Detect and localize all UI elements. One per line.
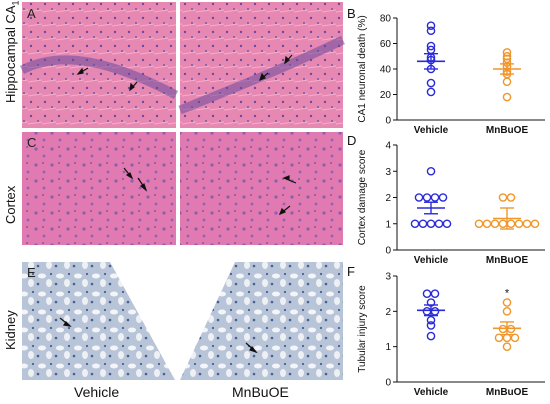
y-tick-label: 1 [385, 219, 391, 230]
micrograph-kidney-mnbuoe [180, 262, 343, 380]
micrograph-hippocampus-vehicle [19, 2, 179, 128]
column-label-mnbuoe: MnBuOE [232, 384, 289, 400]
data-point [530, 219, 540, 229]
data-point [422, 289, 432, 298]
x-category-label: Vehicle [414, 255, 449, 266]
data-point [426, 331, 436, 341]
chart-panel-f: F 0 1 2 3 Tubular injury score Vehicle MnBuOE * [347, 264, 545, 398]
y-tick-label: 40 [380, 65, 392, 76]
y-tick-label: 0 [385, 116, 391, 127]
data-point [522, 219, 532, 229]
column-label-vehicle: Vehicle [74, 384, 120, 400]
y-tick-label: 80 [380, 14, 392, 25]
micrograph-hippocampus-mnbuoe [178, 2, 345, 128]
data-point [502, 298, 512, 307]
micrograph-grid [19, 2, 345, 380]
y-tick-label: 2 [385, 307, 391, 318]
data-point [498, 219, 508, 229]
y-tick-label: 60 [380, 39, 392, 50]
y-tick-label: 0 [385, 246, 391, 257]
y-tick-label: 3 [385, 272, 391, 283]
data-point [422, 193, 432, 202]
data-point [438, 193, 448, 202]
significance-marker: * [505, 288, 510, 300]
data-point [502, 342, 512, 351]
data-point [510, 333, 520, 343]
y-axis-label: Cortex damage score [357, 149, 368, 245]
y-axis-label: Tubular injury score [357, 285, 368, 373]
panel-letter-a: A [27, 6, 36, 21]
data-point [494, 333, 504, 343]
data-point [506, 193, 516, 202]
data-point [498, 193, 508, 202]
data-point [502, 77, 512, 87]
y-axis-label: CA1 neuronal death (%) [357, 15, 368, 122]
data-point [426, 21, 436, 30]
data-point [514, 219, 524, 229]
data-point [502, 51, 512, 61]
micrograph-kidney-vehicle [22, 262, 175, 380]
data-point [490, 219, 500, 229]
y-tick-label: 1 [385, 342, 391, 353]
annotation-arrows [59, 54, 297, 354]
data-point [426, 219, 436, 229]
y-tick-label: 4 [385, 141, 391, 152]
data-point [502, 307, 512, 316]
data-point [422, 307, 432, 316]
chart-panel-d: D 0 1 2 3 4 Cortex damage score Vehicle MnBuOE [347, 133, 545, 266]
data-point [426, 166, 436, 176]
y-tick-label: 3 [385, 167, 391, 178]
data-point [426, 41, 436, 51]
data-point [434, 219, 444, 229]
x-category-label: MnBuOE [486, 255, 529, 266]
data-point [442, 219, 452, 229]
data-point [426, 78, 436, 88]
x-category-label: MnBuOE [486, 387, 529, 398]
data-point [506, 219, 516, 229]
data-point [426, 26, 436, 36]
chart-panel-b: B 0 20 40 60 80 CA1 neuronal death (%) Vehicle M… [347, 6, 545, 136]
data-point [426, 315, 436, 325]
data-point [502, 92, 512, 102]
micrograph-cortex-mnbuoe [180, 132, 343, 245]
data-point [430, 193, 440, 202]
panel-letter-c: C [27, 135, 37, 150]
data-point [418, 219, 428, 229]
x-category-label: MnBuOE [486, 125, 529, 136]
x-category-label: Vehicle [414, 125, 449, 136]
data-point [502, 48, 512, 57]
x-category-label: Vehicle [414, 387, 449, 398]
chart-panel-letter: B [347, 6, 356, 21]
y-tick-label: 0 [385, 378, 391, 389]
data-point [414, 193, 424, 202]
y-tick-label: 20 [380, 90, 392, 101]
data-point [426, 87, 436, 97]
data-point [430, 289, 440, 298]
data-point [430, 307, 440, 316]
data-point [474, 219, 484, 229]
micrograph-cortex-vehicle [22, 132, 176, 245]
chart-panel-letter: D [347, 133, 356, 148]
data-point [482, 219, 492, 229]
y-tick-label: 2 [385, 193, 391, 204]
panel-letter-e: E [27, 265, 36, 280]
data-point [410, 219, 420, 229]
chart-panel-letter: F [347, 264, 355, 279]
data-point [426, 321, 436, 330]
